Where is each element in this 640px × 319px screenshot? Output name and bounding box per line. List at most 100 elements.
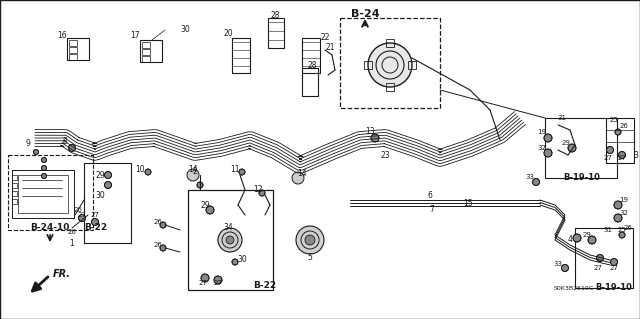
Text: 27: 27 <box>604 155 612 161</box>
Text: 19: 19 <box>620 197 628 203</box>
Text: 29: 29 <box>200 201 210 210</box>
Bar <box>69 54 77 60</box>
Bar <box>188 190 273 290</box>
Circle shape <box>201 274 209 282</box>
Circle shape <box>296 226 324 254</box>
Circle shape <box>596 255 604 262</box>
Text: 19: 19 <box>538 129 547 135</box>
Text: 30: 30 <box>180 26 190 34</box>
Circle shape <box>214 276 222 284</box>
Text: B-19-10: B-19-10 <box>596 284 632 293</box>
Circle shape <box>145 169 151 175</box>
Bar <box>386 39 394 47</box>
Text: FR.: FR. <box>53 269 71 279</box>
Circle shape <box>573 234 581 242</box>
Circle shape <box>160 222 166 228</box>
Circle shape <box>42 166 47 170</box>
Text: 25: 25 <box>618 227 627 233</box>
Circle shape <box>79 214 86 221</box>
Bar <box>142 49 150 55</box>
Circle shape <box>371 134 379 142</box>
Text: 1: 1 <box>70 240 74 249</box>
Text: 28: 28 <box>270 11 280 19</box>
Text: 27: 27 <box>91 212 99 218</box>
Bar <box>340 18 440 108</box>
Bar <box>12 183 17 188</box>
Circle shape <box>68 145 76 152</box>
Text: 8: 8 <box>63 137 67 146</box>
Text: 27: 27 <box>77 212 86 218</box>
Text: 17: 17 <box>130 32 140 41</box>
Bar <box>12 175 17 180</box>
Circle shape <box>226 236 234 244</box>
Circle shape <box>568 144 576 152</box>
Circle shape <box>42 158 47 162</box>
Text: 29: 29 <box>561 140 570 146</box>
Text: 30: 30 <box>237 256 247 264</box>
Bar <box>302 38 320 73</box>
Text: 26: 26 <box>623 225 632 231</box>
Text: 14: 14 <box>297 168 307 177</box>
Text: B-24: B-24 <box>351 9 380 19</box>
Circle shape <box>561 264 568 271</box>
Text: 23: 23 <box>380 151 390 160</box>
Circle shape <box>292 172 304 184</box>
Bar <box>232 38 250 73</box>
Circle shape <box>615 129 621 135</box>
Circle shape <box>92 219 99 226</box>
Circle shape <box>611 258 618 265</box>
Circle shape <box>104 182 111 189</box>
Text: 2: 2 <box>193 167 197 176</box>
Text: 27: 27 <box>593 265 602 271</box>
Text: 31: 31 <box>557 115 566 121</box>
Circle shape <box>544 149 552 157</box>
Circle shape <box>614 201 622 209</box>
Circle shape <box>618 152 625 159</box>
Circle shape <box>532 179 540 186</box>
Text: 13: 13 <box>365 128 375 137</box>
Circle shape <box>42 174 47 179</box>
Bar <box>12 170 74 218</box>
Text: 20: 20 <box>223 29 233 39</box>
Bar <box>386 83 394 91</box>
Bar <box>268 18 284 48</box>
Bar <box>69 40 77 46</box>
Circle shape <box>218 228 242 252</box>
Bar <box>18 175 68 213</box>
Text: 27: 27 <box>609 265 618 271</box>
Text: 5: 5 <box>308 254 312 263</box>
Text: 21: 21 <box>325 43 335 53</box>
Text: B-24-10: B-24-10 <box>30 224 70 233</box>
Text: 28: 28 <box>307 61 317 70</box>
Bar <box>12 199 17 204</box>
Text: 15: 15 <box>463 198 473 207</box>
Text: 30: 30 <box>95 190 105 199</box>
Text: 4: 4 <box>568 235 572 244</box>
Bar <box>364 61 372 69</box>
Bar <box>142 56 150 62</box>
Circle shape <box>232 259 238 265</box>
Text: 29: 29 <box>95 170 105 180</box>
Circle shape <box>197 182 203 188</box>
Bar <box>408 61 416 69</box>
Text: 22: 22 <box>320 33 330 42</box>
Text: 32: 32 <box>538 145 547 151</box>
Bar <box>575 228 633 288</box>
Text: 32: 32 <box>620 210 628 216</box>
Text: S0K3B2510C: S0K3B2510C <box>554 286 594 291</box>
Text: 6: 6 <box>428 190 433 199</box>
Circle shape <box>104 172 111 179</box>
Text: 10: 10 <box>135 166 145 174</box>
Circle shape <box>305 235 315 245</box>
Text: B-19-10: B-19-10 <box>564 174 600 182</box>
Circle shape <box>607 146 614 153</box>
Text: 14: 14 <box>188 166 198 174</box>
Bar <box>12 191 17 196</box>
Circle shape <box>206 206 214 214</box>
Text: 31: 31 <box>604 227 612 233</box>
Text: B-22: B-22 <box>253 280 276 290</box>
Text: 27: 27 <box>214 280 223 286</box>
Bar <box>69 47 77 53</box>
Text: 3: 3 <box>634 151 639 160</box>
Text: 7: 7 <box>429 205 435 214</box>
